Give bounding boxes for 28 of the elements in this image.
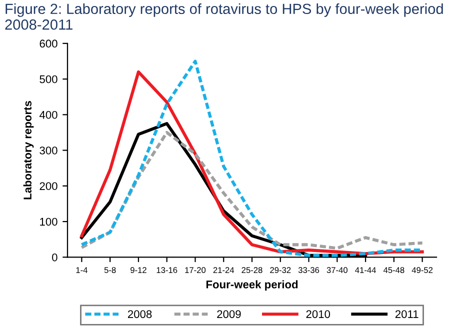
y-tick-label: 200 (40, 182, 58, 190)
x-tick-label: 33-36 (298, 267, 320, 274)
x-tick-label: 49-52 (412, 267, 433, 274)
x-tick-label: 37-40 (326, 267, 348, 274)
x-tick-label: 45-48 (383, 267, 404, 274)
y-tick-label: 300 (40, 146, 58, 154)
y-tick-label: 500 (40, 75, 58, 84)
x-tick-label: 29-32 (270, 267, 291, 274)
legend-label: 2009 (217, 310, 241, 318)
y-tick-label: 400 (39, 110, 58, 119)
x-tick-label: 25-28 (242, 267, 262, 274)
x-tick-label: 13-16 (156, 267, 178, 274)
y-axis-title: Laboratory reports (23, 101, 34, 200)
x-tick-label: 1-4 (76, 267, 88, 273)
x-axis-title: Four-week period (206, 280, 298, 291)
chart-title: Figure 2: Laboratory reports of rotavirus to HPS by four-week period 2008-2011 (5, 3, 443, 30)
x-tick-label: 41-44 (355, 267, 376, 273)
x-tick-label: 17-20 (185, 267, 206, 274)
y-tick-label: 600 (40, 40, 58, 48)
x-tick-label: 21-24 (213, 267, 234, 273)
x-tick-label: 5-8 (104, 267, 116, 274)
line-series (80, 130, 424, 250)
y-tick-label: 0 (52, 253, 58, 262)
legend-label: 2011 (395, 310, 418, 318)
y-tick-label: 100 (40, 218, 58, 226)
x-tick-label: 9-12 (130, 267, 146, 274)
legend-label: 2010 (306, 310, 330, 318)
legend-label: 2008 (128, 310, 152, 318)
